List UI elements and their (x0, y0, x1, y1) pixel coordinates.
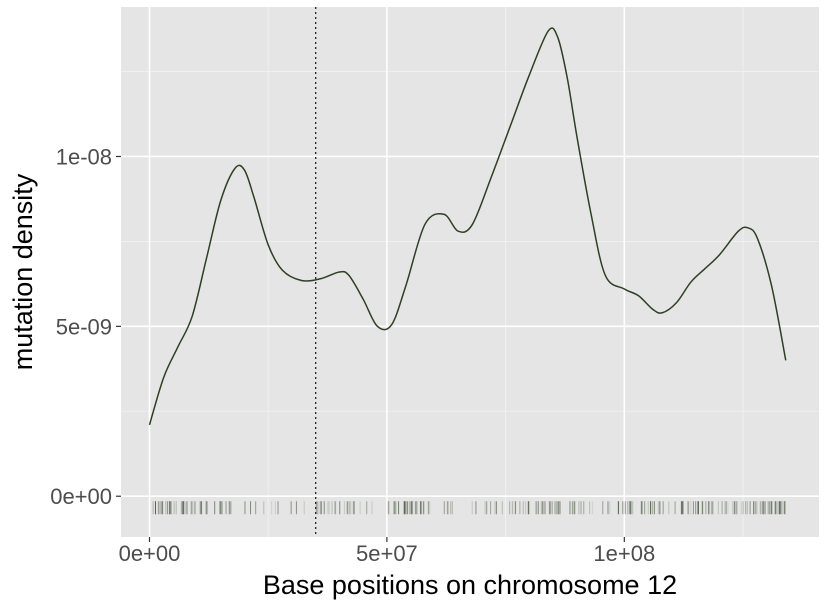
grid-lines (121, 7, 819, 537)
y-axis-title: mutation density (8, 173, 38, 370)
y-tick-label: 1e-08 (56, 144, 112, 169)
x-tick-label: 1e+08 (593, 541, 655, 566)
y-tick-label: 0e+00 (50, 484, 112, 509)
x-tick-label: 0e+00 (119, 541, 181, 566)
axis-ticks (116, 155, 625, 542)
x-tick-label: 5e+07 (356, 541, 418, 566)
tick-labels: 0e+00 5e+07 1e+08 0e+00 5e-09 1e-08 (50, 144, 655, 566)
density-curve (148, 27, 787, 426)
rug-marks (152, 501, 786, 515)
x-axis-title: Base positions on chromosome 12 (263, 570, 677, 600)
y-tick-label: 5e-09 (56, 314, 112, 339)
plot-panel (121, 7, 819, 537)
